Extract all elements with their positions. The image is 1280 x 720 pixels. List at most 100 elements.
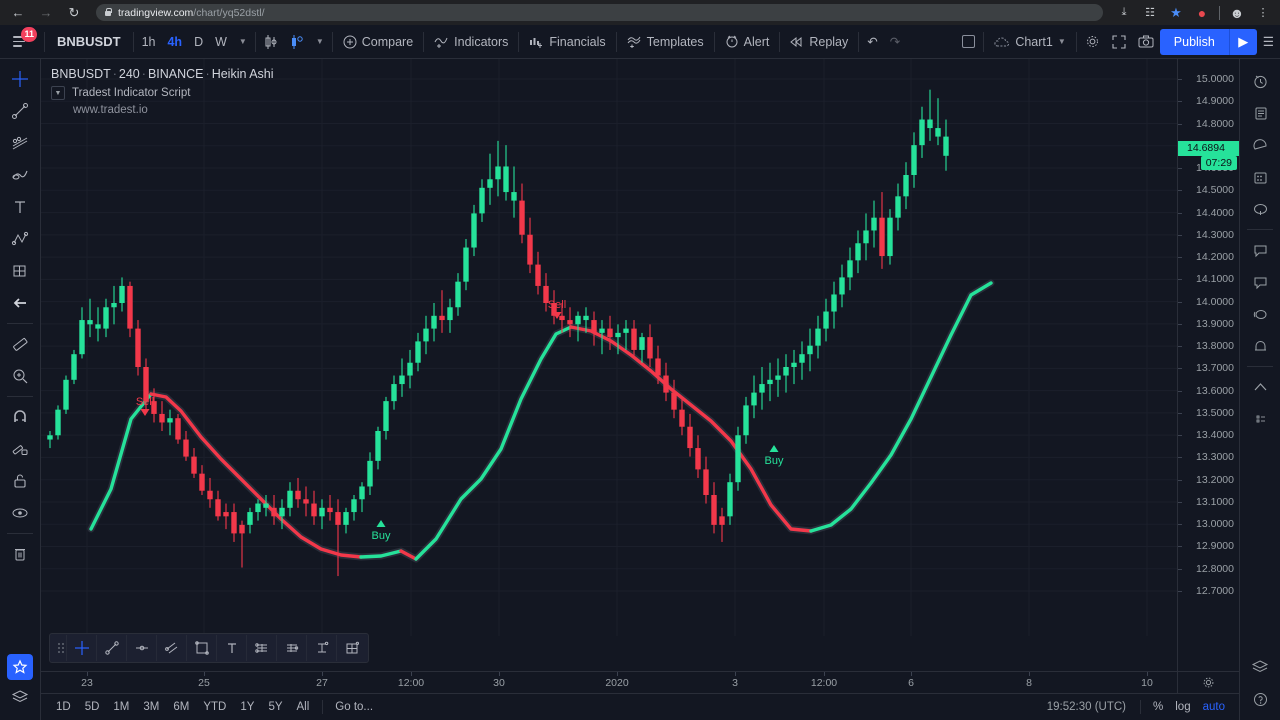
range-button-5y[interactable]: 5Y xyxy=(268,701,283,713)
layout-select-button[interactable] xyxy=(956,29,981,55)
main-menu-button[interactable]: 11 xyxy=(0,25,42,59)
chart-type-dropdown-chevron[interactable]: ▼ xyxy=(315,37,324,46)
percent-scale-button[interactable]: % xyxy=(1153,701,1164,713)
ideas-icon[interactable] xyxy=(1243,267,1277,297)
interval-1h[interactable]: 1h xyxy=(141,34,156,49)
symbol-button[interactable]: BNBUSDT xyxy=(57,34,121,49)
brush-icon[interactable] xyxy=(3,160,37,190)
interval-d[interactable]: D xyxy=(194,34,204,49)
legend-symbol-line[interactable]: BNBUSDT · 240 · BINANCE · Heikin Ashi xyxy=(51,67,274,81)
chart-type-heikin-ashi-button[interactable] xyxy=(284,29,310,55)
undo-button[interactable]: ↶ xyxy=(867,35,878,49)
current-price-badge[interactable]: 14.6894 xyxy=(1178,140,1239,156)
alerts-panel-icon[interactable] xyxy=(1243,194,1277,224)
short-position-icon[interactable] xyxy=(276,635,306,661)
chart-area[interactable]: Sell Buy Sell Buy BNBUSDT · 240 · BINANCE · Heiki… xyxy=(41,59,1239,671)
notifications-icon[interactable] xyxy=(1243,331,1277,361)
calendar-icon[interactable] xyxy=(1243,162,1277,192)
address-bar[interactable]: tradingview.com/chart/yq52dstl/ xyxy=(96,4,1103,21)
horizontal-line-icon[interactable] xyxy=(126,635,156,661)
menu-icon[interactable]: ⋮ xyxy=(1257,7,1269,19)
log-scale-button[interactable]: log xyxy=(1175,701,1191,713)
legend-indicator-row[interactable]: ▼ Tradest Indicator Script xyxy=(51,86,274,100)
auto-scale-button[interactable]: auto xyxy=(1202,701,1225,713)
profile-icon[interactable]: ☻ xyxy=(1229,4,1245,21)
extensions-icon[interactable]: ☷ xyxy=(1145,7,1155,19)
range-button-all[interactable]: All xyxy=(296,701,310,713)
chat-icon[interactable] xyxy=(1243,235,1277,265)
redo-button[interactable]: ↷ xyxy=(889,35,901,49)
zoom-in-icon[interactable] xyxy=(3,361,37,391)
alert-button[interactable]: Alert xyxy=(717,29,778,55)
orderbook-icon[interactable] xyxy=(1243,404,1277,434)
crosshair-icon[interactable] xyxy=(66,635,96,661)
range-button-3m[interactable]: 3M xyxy=(143,701,160,713)
install-icon[interactable]: ⤓ xyxy=(1121,6,1127,18)
text-tool-icon[interactable] xyxy=(216,635,246,661)
pencil-lock-icon[interactable] xyxy=(3,434,37,464)
help-icon[interactable] xyxy=(1243,684,1277,714)
long-position-icon[interactable] xyxy=(246,635,276,661)
screenshot-button[interactable] xyxy=(1132,29,1160,55)
reload-icon[interactable]: ↻ xyxy=(68,4,80,20)
text-tool-icon[interactable] xyxy=(3,192,37,222)
bookmark-star-icon[interactable]: ★ xyxy=(1170,4,1182,20)
object-tree-icon[interactable] xyxy=(1243,652,1277,682)
price-axis[interactable]: 15.000014.900014.800014.700014.600014.50… xyxy=(1177,59,1239,671)
interval-4h[interactable]: 4h xyxy=(167,34,183,49)
stream-icon[interactable] xyxy=(1243,299,1277,329)
range-button-6m[interactable]: 6M xyxy=(173,701,190,713)
arrow-cursor-icon[interactable] xyxy=(3,288,37,318)
settings-gear-button[interactable] xyxy=(1079,29,1106,55)
interval-w[interactable]: W xyxy=(215,34,227,49)
chart-plot[interactable]: Sell Buy Sell Buy BNBUSDT · 240 · BINANCE · Heiki… xyxy=(41,59,1177,671)
eye-icon[interactable] xyxy=(3,498,37,528)
range-button-ytd[interactable]: YTD xyxy=(203,701,227,713)
publish-button[interactable]: Publish xyxy=(1159,28,1229,55)
object-tree-icon[interactable] xyxy=(3,682,37,712)
go-to-button[interactable]: Go to... xyxy=(335,701,374,713)
favorites-star-icon[interactable] xyxy=(7,654,33,680)
publish-play-button[interactable]: ▶ xyxy=(1228,28,1257,55)
recording-icon[interactable]: ● xyxy=(1197,4,1207,21)
floating-drawing-toolbar[interactable] xyxy=(49,633,369,663)
trend-line-icon[interactable] xyxy=(3,96,37,126)
measure-rect-icon[interactable] xyxy=(336,635,366,661)
range-button-5d[interactable]: 5D xyxy=(84,701,100,713)
trash-icon[interactable] xyxy=(3,539,37,569)
chart-type-candles-button[interactable] xyxy=(258,29,284,55)
chart-layout-name-button[interactable]: Chart1 ▼ xyxy=(986,29,1073,55)
watchlist-icon[interactable] xyxy=(1243,66,1277,96)
chevron-down-icon[interactable]: ▼ xyxy=(51,86,65,100)
measure-rect-icon[interactable] xyxy=(3,256,37,286)
ruler-icon[interactable] xyxy=(3,329,37,359)
magnet-icon[interactable] xyxy=(3,402,37,432)
pitchfork-icon[interactable] xyxy=(3,128,37,158)
indicators-button[interactable]: Indicators xyxy=(426,29,516,55)
crosshair-icon[interactable] xyxy=(3,64,37,94)
range-button-1y[interactable]: 1Y xyxy=(240,701,255,713)
templates-button[interactable]: Templates xyxy=(619,29,712,55)
back-arrow-icon[interactable]: ← xyxy=(11,5,25,20)
drag-handle-icon[interactable] xyxy=(52,643,66,653)
rectangle-icon[interactable] xyxy=(186,635,216,661)
financials-button[interactable]: Financials xyxy=(521,29,613,55)
ideas-feed-icon[interactable] xyxy=(1243,372,1277,402)
range-button-1m[interactable]: 1M xyxy=(113,701,130,713)
price-range-icon[interactable] xyxy=(306,635,336,661)
parallel-channel-icon[interactable] xyxy=(156,635,186,661)
compare-button[interactable]: Compare xyxy=(335,29,421,55)
replay-button[interactable]: Replay xyxy=(782,29,856,55)
interval-dropdown-chevron[interactable]: ▼ xyxy=(238,37,247,46)
range-button-1d[interactable]: 1D xyxy=(56,701,71,713)
patterns-icon[interactable] xyxy=(3,224,37,254)
lock-icon[interactable] xyxy=(3,466,37,496)
time-axis-settings-button[interactable] xyxy=(1177,672,1239,693)
trend-line-icon[interactable] xyxy=(96,635,126,661)
data-window-icon[interactable] xyxy=(1243,98,1277,128)
time-axis[interactable]: 23 25 27 12:00 30 2020 3 12:00 6 8 10 xyxy=(41,671,1239,693)
fullscreen-button[interactable] xyxy=(1106,29,1132,55)
right-panel-toggle[interactable]: ☰ xyxy=(1262,35,1274,49)
forward-arrow-icon[interactable]: → xyxy=(39,5,53,20)
hotlist-icon[interactable] xyxy=(1243,130,1277,160)
